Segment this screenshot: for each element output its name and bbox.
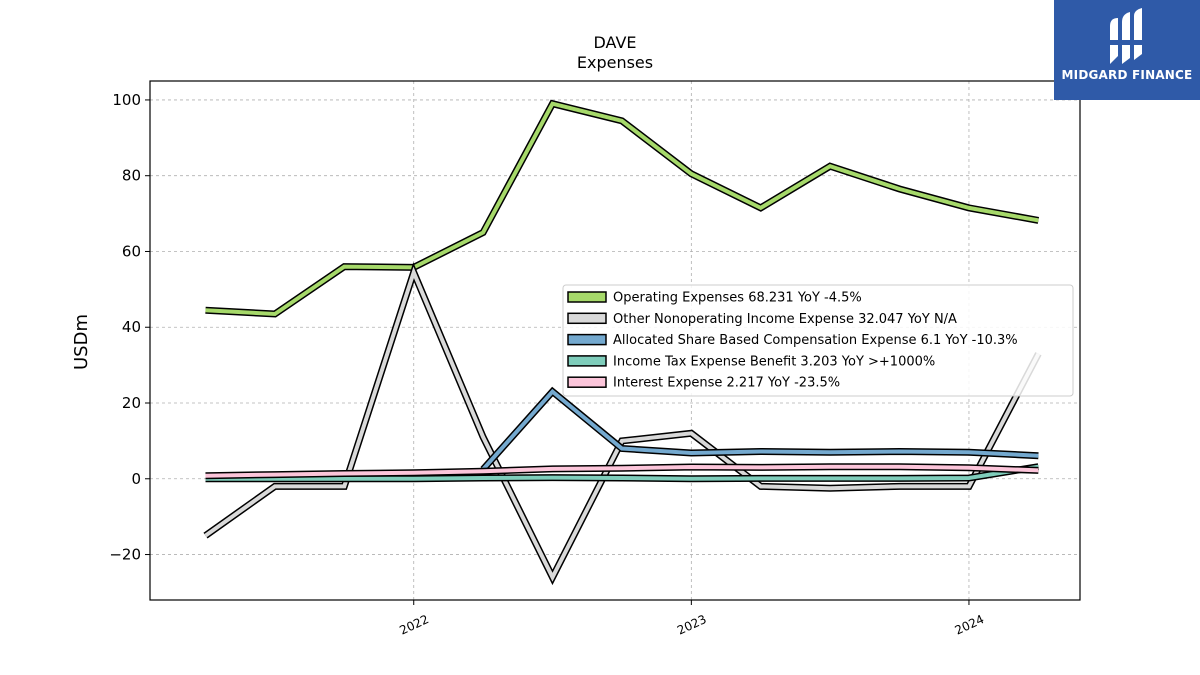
chart-subtitle: Expenses	[577, 53, 653, 72]
series-other-nonoperating-income-expense	[203, 262, 1042, 586]
x-tick-label: 2022	[397, 612, 431, 638]
series-line	[204, 266, 1041, 582]
legend-label: Interest Expense 2.217 YoY -23.5%	[613, 376, 840, 391]
y-axis-label: USDm	[71, 314, 92, 370]
legend-swatch	[567, 376, 607, 388]
legend-label: Income Tax Expense Benefit 3.203 YoY >+1…	[613, 354, 935, 369]
y-tick-label: 40	[122, 318, 141, 336]
y-tick-label: 0	[131, 470, 141, 488]
y-tick-label: 80	[122, 167, 141, 185]
series-operating-expenses	[205, 99, 1040, 318]
series-line	[205, 101, 1039, 317]
legend-label: Operating Expenses 68.231 YoY -4.5%	[613, 291, 862, 306]
series-outline	[205, 99, 1040, 318]
logo-text: MIDGARD FINANCE	[1061, 68, 1193, 82]
legend-label: Other Nonoperating Income Expense 32.047…	[613, 312, 957, 327]
series-interest-expense	[205, 463, 1039, 480]
axes: −20 0 20 40 60 80 100 2022 2023 2024	[109, 91, 986, 638]
midgard-logo-icon	[1108, 8, 1144, 64]
legend: Operating Expenses 68.231 YoY -4.5% Other…	[562, 284, 1074, 397]
legend-swatch	[567, 312, 607, 325]
y-tick-label: −20	[109, 546, 141, 564]
series-line	[205, 464, 1039, 481]
brand-logo: MIDGARD FINANCE	[1054, 0, 1200, 100]
series-line	[205, 464, 1039, 478]
series-allocated-share-based-compensation-expense	[480, 386, 1039, 472]
y-tick-label: 60	[122, 242, 141, 260]
legend-box	[562, 284, 1074, 397]
x-tick-label: 2023	[675, 612, 709, 638]
legend-swatch	[567, 333, 607, 346]
series-layer	[203, 99, 1042, 586]
y-tick-label: 20	[122, 394, 141, 412]
x-tick-label: 2024	[953, 612, 987, 638]
chart-title: DAVE	[593, 33, 636, 52]
series-line	[481, 388, 1039, 471]
y-tick-label: 100	[112, 91, 141, 109]
series-income-tax-expense-benefit	[205, 463, 1039, 483]
plot-frame	[149, 80, 1081, 601]
legend-label: Allocated Share Based Compensation Expen…	[613, 333, 1018, 348]
legend-swatch	[567, 291, 607, 303]
legend-swatch	[567, 355, 607, 367]
